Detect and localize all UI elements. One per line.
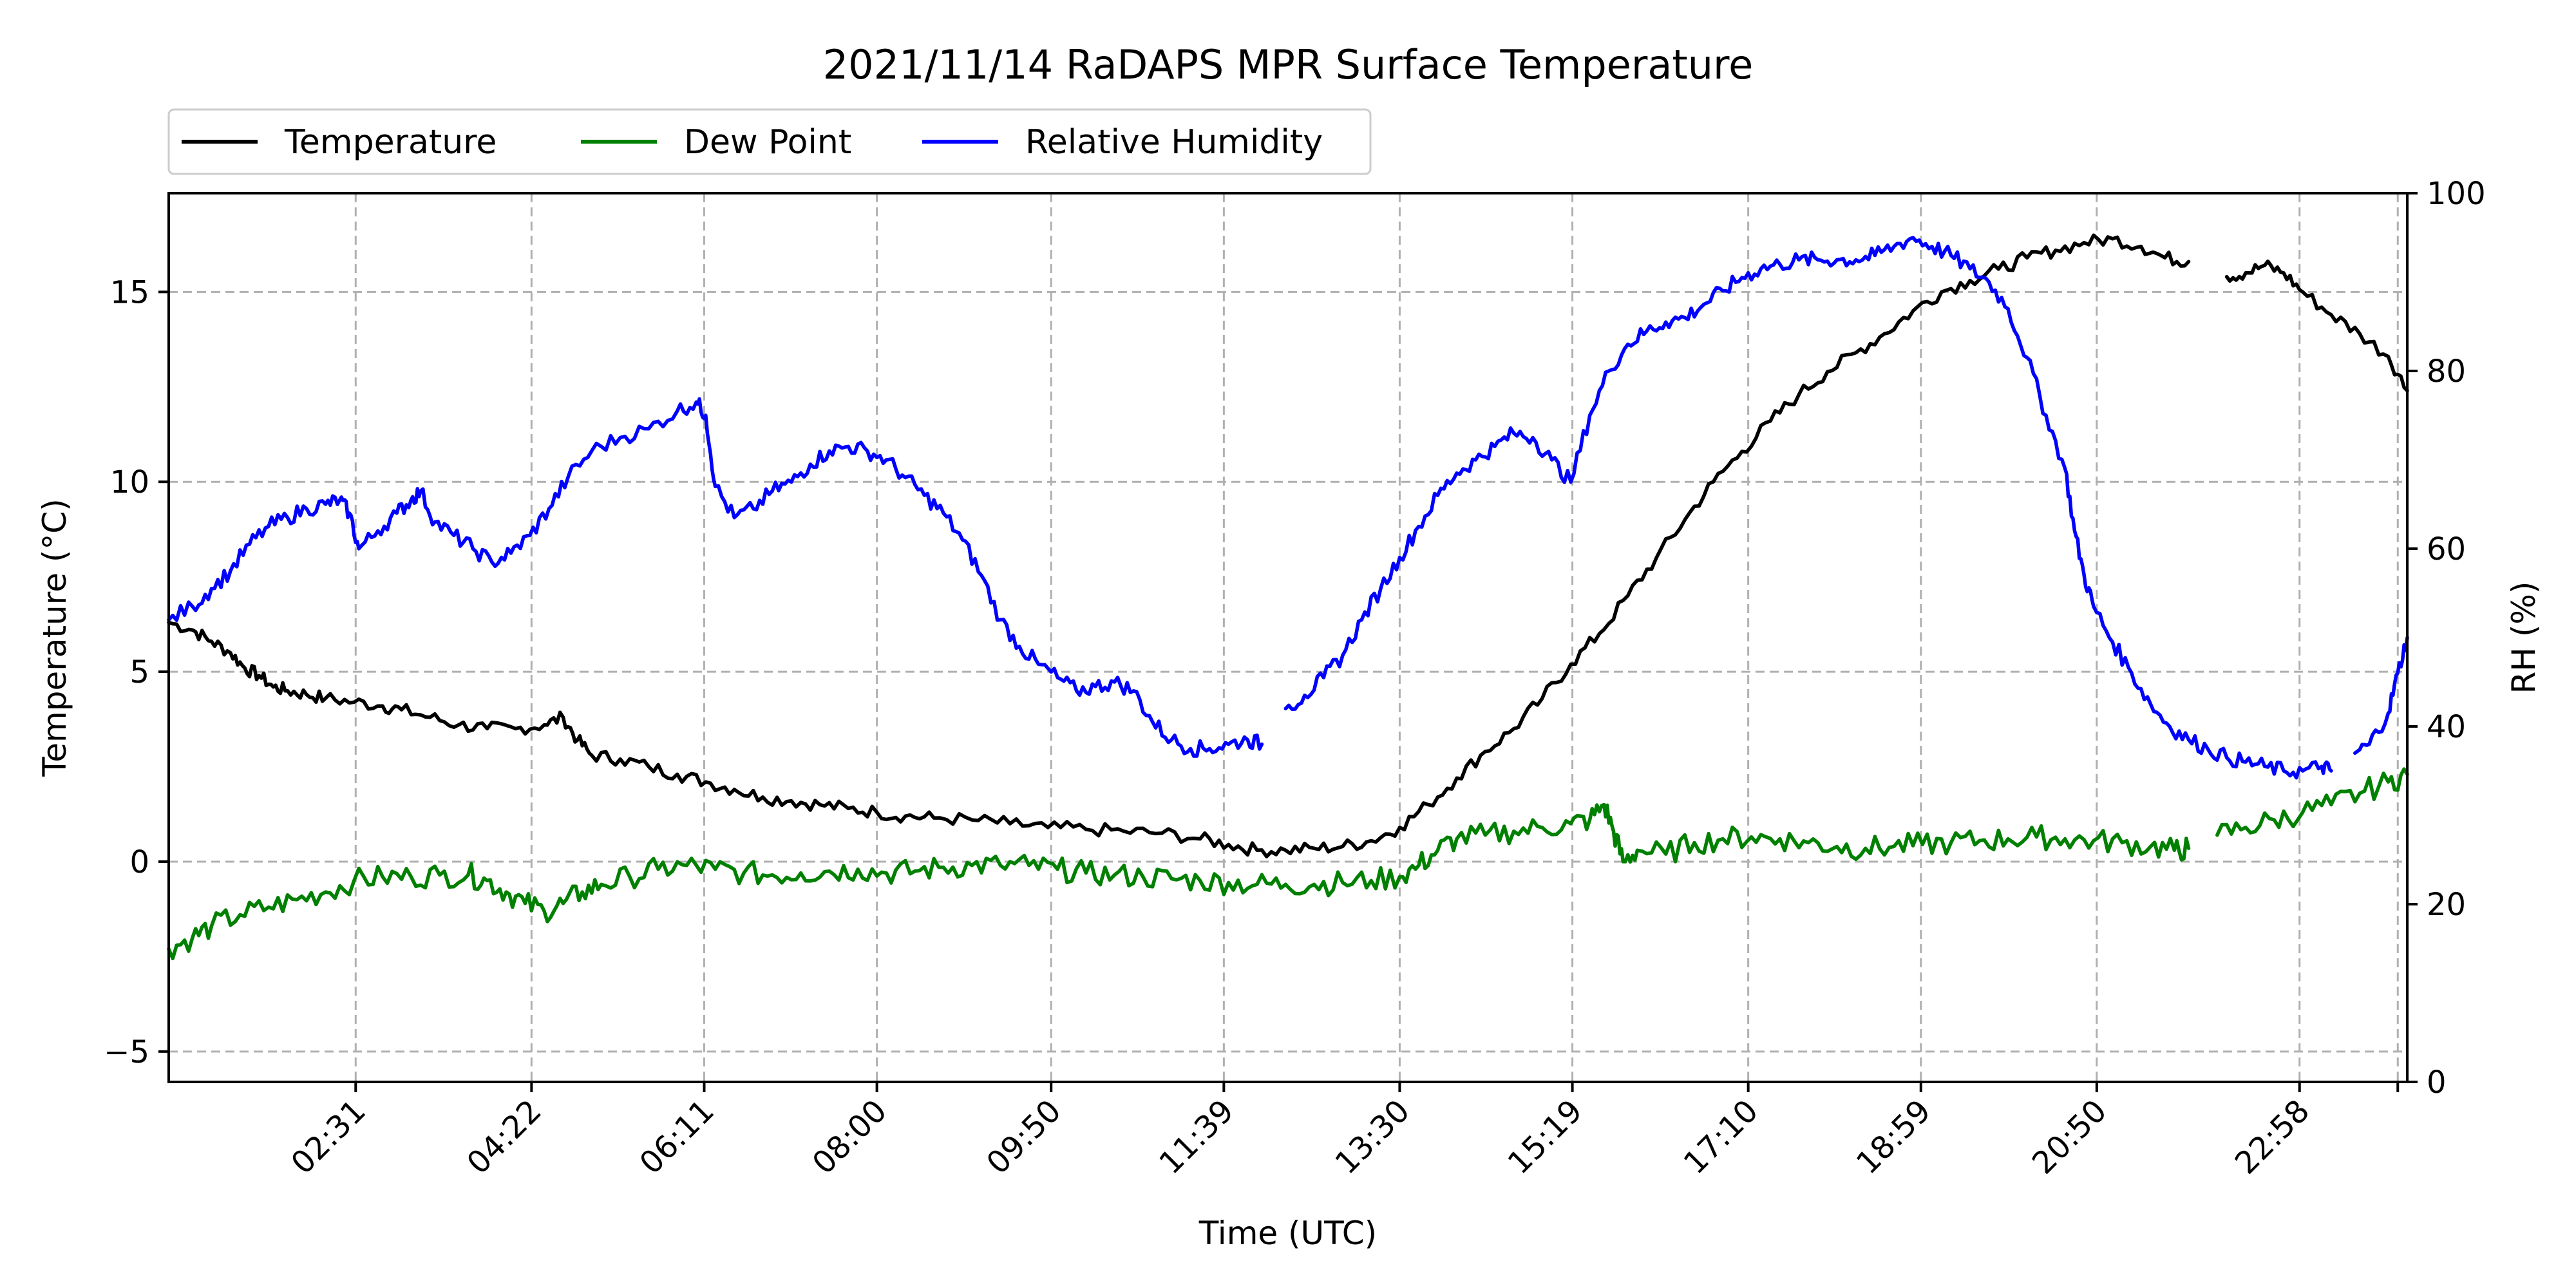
legend-label: Temperature [284,123,497,162]
y-axis-right-label: RH (%) [2505,582,2543,694]
series-line-dew-point [2215,767,2409,837]
x-tick-label: 13:30 [1329,1093,1417,1181]
x-axis-label: Time (UTC) [1198,1215,1377,1252]
y-right-tick-label: 40 [2427,709,2466,745]
y-right-tick-label: 100 [2427,176,2486,212]
series-line-relative-humidity [1283,236,2333,780]
y-left-tick-label: 5 [129,654,149,690]
y-axis-left-label: Temperature (°C) [36,498,73,777]
plot-frame [167,192,2409,1083]
x-tick-label: 11:39 [1152,1093,1240,1181]
y-right-tick-label: 20 [2427,887,2466,923]
legend: Temperature Dew Point Relative Humidity [167,108,1372,175]
y-right-tick-label: 60 [2427,531,2466,567]
x-tick-label: 09:50 [980,1093,1068,1181]
y-axis-left: −5 0 5 10 15 [104,274,169,1070]
y-axis-right: 0 20 40 60 80 100 [2407,176,2486,1101]
y-left-tick-label: 10 [110,464,149,500]
chart-title: 2021/11/14 RaDAPS MPR Surface Temperatur… [823,41,1754,88]
y-left-tick-label: −5 [104,1034,149,1070]
x-tick-label: 22:58 [2228,1093,2316,1181]
x-tick-label: 04:22 [460,1093,548,1181]
series-line-relative-humidity [2353,636,2409,755]
x-tick-label: 08:00 [806,1093,894,1181]
x-tick-label: 15:19 [1501,1093,1589,1181]
y-right-tick-label: 80 [2427,354,2466,390]
series-line-temperature [2224,259,2409,393]
x-tick-label: 02:31 [284,1093,372,1181]
x-tick-label: 20:50 [2025,1093,2114,1181]
x-tick-label: 06:11 [633,1093,721,1181]
grid-layer [169,193,2407,1082]
y-right-tick-label: 0 [2427,1065,2447,1101]
series-line-temperature [167,233,2191,858]
series-line-relative-humidity [167,397,1264,758]
y-left-tick-label: 0 [129,844,149,880]
x-tick-label: 17:10 [1677,1093,1765,1181]
y-left-tick-label: 15 [110,274,149,310]
series-layer [167,233,2409,961]
legend-box [167,108,1372,175]
legend-label: Relative Humidity [1025,123,1323,162]
legend-label: Dew Point [684,123,851,162]
series-line-dew-point [167,802,2191,961]
x-axis: 02:31 04:22 06:11 08:00 09:50 11:39 13:30 15:19… [284,1082,2400,1181]
x-tick-label: 18:59 [1850,1093,1938,1181]
